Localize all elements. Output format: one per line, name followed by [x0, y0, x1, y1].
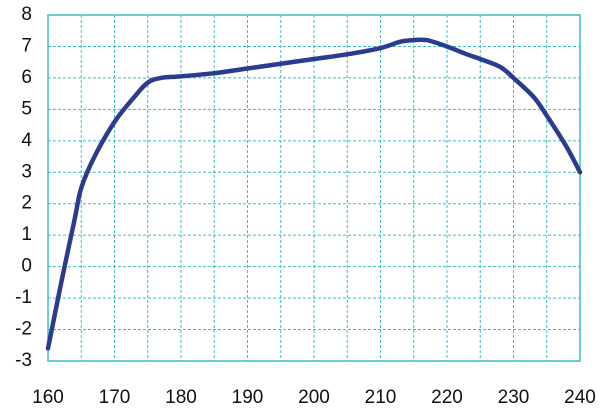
- x-tick-label: 200: [298, 387, 330, 408]
- y-tick-label: 0: [21, 256, 32, 277]
- y-tick-label: -2: [15, 319, 32, 340]
- y-tick-label: 1: [21, 224, 32, 245]
- y-tick-label: 5: [21, 98, 32, 119]
- x-tick-label: 210: [365, 387, 397, 408]
- x-tick-label: 230: [498, 387, 530, 408]
- y-tick-label: -3: [15, 350, 32, 371]
- y-tick-label: -1: [15, 287, 32, 308]
- y-tick-label: 6: [21, 67, 32, 88]
- x-tick-label: 220: [431, 387, 463, 408]
- y-tick-label: 8: [21, 4, 32, 25]
- plot-border: [47, 14, 581, 362]
- x-tick-label: 190: [232, 387, 264, 408]
- y-tick-label: 4: [21, 130, 32, 151]
- x-tick-label: 160: [32, 387, 64, 408]
- x-tick-label: 180: [165, 387, 197, 408]
- data-line: [45, 37, 583, 351]
- x-tick-label: 240: [564, 387, 596, 408]
- x-tick-label: 170: [99, 387, 131, 408]
- y-tick-label: 7: [21, 35, 32, 56]
- y-tick-label: 3: [21, 161, 32, 182]
- y-tick-label: 2: [21, 193, 32, 214]
